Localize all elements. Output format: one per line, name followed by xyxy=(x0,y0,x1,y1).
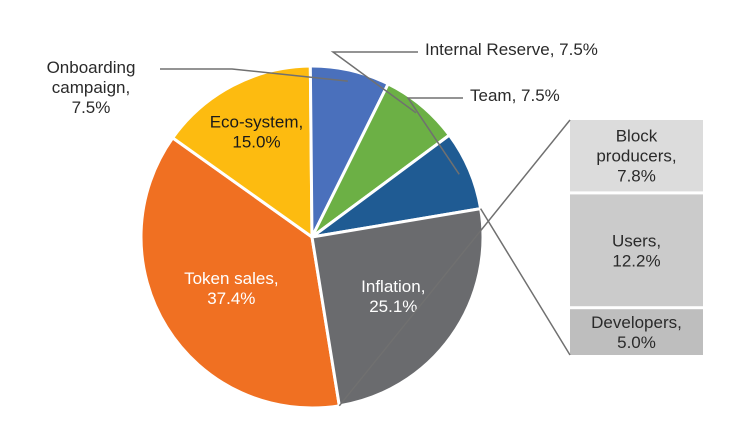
slice-label-onboarding-campaign: Onboarding campaign, 7.5% xyxy=(47,58,136,117)
slice-inflation xyxy=(310,206,485,408)
breakdown-connector-bottom xyxy=(479,208,571,356)
breakdown-label-users: Users, 12.2% xyxy=(612,231,661,270)
breakdown-connector-top xyxy=(338,119,571,407)
breakdown-label-developers: Developers, 5.0% xyxy=(591,313,682,352)
slice-label-eco-system: Eco-system, 15.0% xyxy=(210,113,304,152)
slice-label-team: Team, 7.5% xyxy=(470,86,560,105)
breakdown-box-users xyxy=(570,194,703,307)
slice-token-sales xyxy=(139,135,342,410)
breakdown-box-developers xyxy=(570,309,703,355)
slice-eco-system xyxy=(170,64,314,240)
slice-label-token-sales: Token sales, 37.4% xyxy=(184,269,279,308)
leader-line-onboarding-campaign xyxy=(160,68,348,82)
slice-label-internal-reserve: Internal Reserve, 7.5% xyxy=(425,40,598,59)
breakdown-label-block-producers: Block producers, 7.8% xyxy=(596,127,676,186)
leader-line-team xyxy=(406,97,463,175)
leader-line-internal-reserve xyxy=(330,51,418,114)
breakdown-box-block-producers xyxy=(570,120,703,192)
slice-label-inflation: Inflation, 25.1% xyxy=(361,277,425,316)
